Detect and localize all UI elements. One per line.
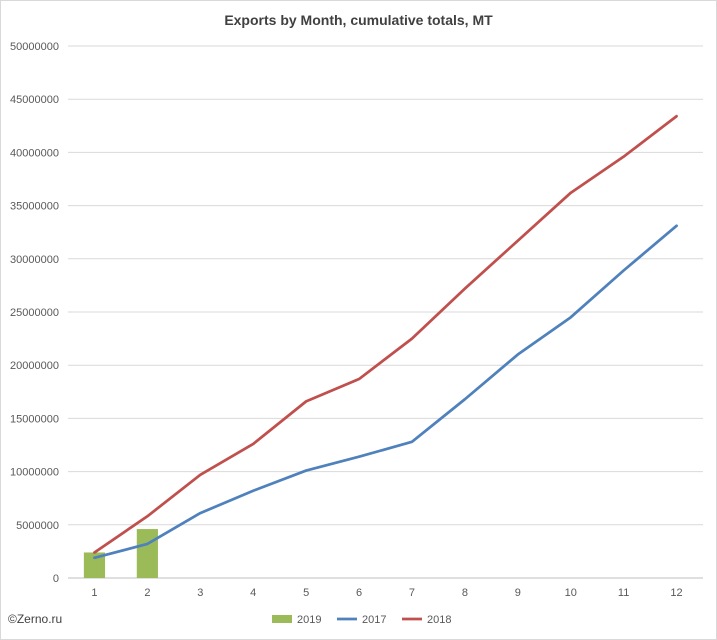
y-tick-label: 15000000 (10, 413, 59, 425)
x-tick-label: 2 (144, 587, 150, 599)
x-tick-label: 10 (565, 587, 577, 599)
x-tick-label: 5 (303, 587, 309, 599)
y-tick-label: 50000000 (10, 41, 59, 53)
chart-title: Exports by Month, cumulative totals, MT (224, 12, 493, 28)
y-tick-label: 20000000 (10, 360, 59, 372)
x-axis-labels: 1 2 3 4 5 6 7 8 9 10 11 12 (91, 587, 682, 599)
y-axis-labels: 0 5000000 10000000 15000000 20000000 25000000… (10, 41, 59, 585)
legend-label-2019: 2019 (297, 614, 321, 626)
y-tick-label: 40000000 (10, 147, 59, 159)
legend-label-2018: 2018 (427, 614, 451, 626)
line-2017 (93, 224, 678, 560)
x-tick-label: 9 (515, 587, 521, 599)
bar-2019 (83, 552, 106, 578)
legend-label-2017: 2017 (362, 614, 386, 626)
x-tick-label: 7 (409, 587, 415, 599)
y-tick-label: 0 (53, 573, 59, 585)
x-tick-label: 1 (91, 587, 97, 599)
y-tick-label: 30000000 (10, 254, 59, 266)
credit-text: ©Zerno.ru (8, 612, 63, 626)
legend: 2019 2017 2018 (272, 614, 451, 626)
bar-2019 (136, 529, 158, 578)
x-tick-label: 8 (462, 587, 468, 599)
legend-swatch-2019 (272, 615, 292, 623)
x-tick-label: 11 (618, 587, 629, 599)
line-series (93, 114, 678, 560)
y-tick-label: 45000000 (10, 94, 59, 106)
x-tick-label: 6 (356, 587, 362, 599)
y-tick-label: 10000000 (10, 467, 59, 479)
x-tick-label: 3 (197, 587, 203, 599)
line-2018 (93, 114, 678, 554)
x-tick-label: 12 (670, 587, 682, 599)
x-tick-label: 4 (250, 587, 256, 599)
y-tick-label: 25000000 (10, 307, 59, 319)
y-tick-label: 5000000 (16, 520, 59, 532)
gridlines (68, 45, 703, 579)
y-tick-label: 35000000 (10, 201, 59, 213)
